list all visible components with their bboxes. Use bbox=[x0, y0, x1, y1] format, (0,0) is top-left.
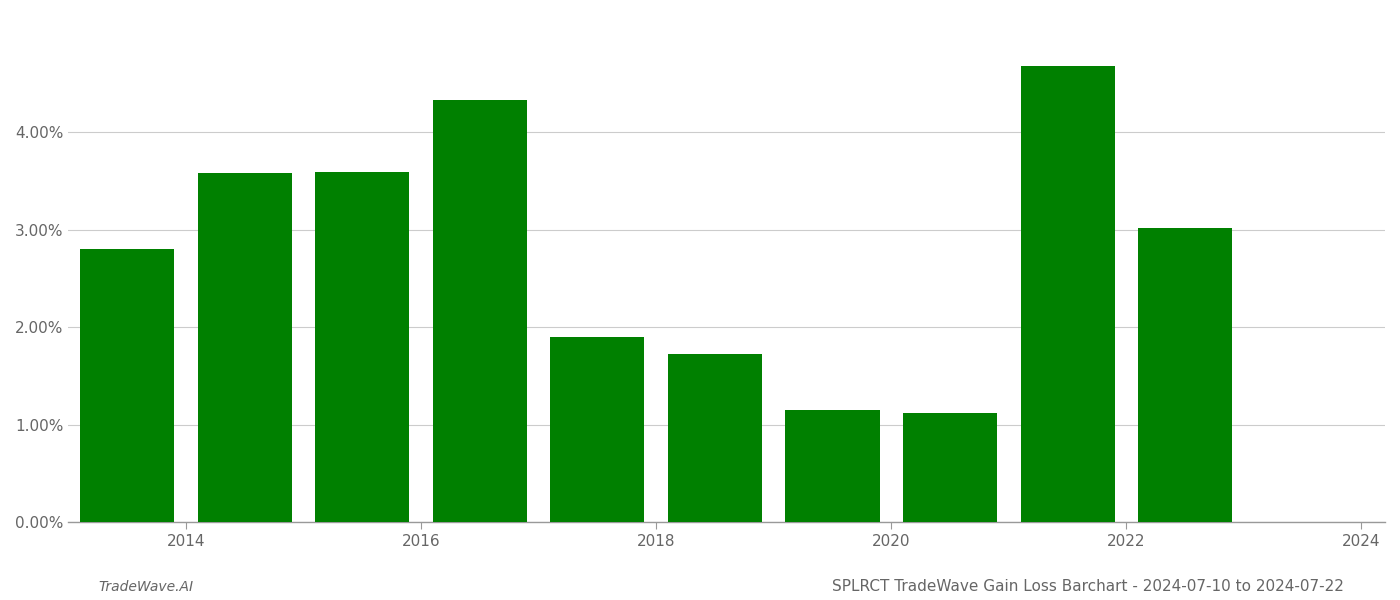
Bar bbox=[315, 172, 409, 522]
Bar bbox=[550, 337, 644, 522]
Bar bbox=[668, 355, 762, 522]
Bar bbox=[433, 100, 526, 522]
Bar bbox=[903, 413, 997, 522]
Text: TradeWave.AI: TradeWave.AI bbox=[98, 580, 193, 594]
Bar bbox=[197, 173, 291, 522]
Bar bbox=[785, 410, 879, 522]
Text: SPLRCT TradeWave Gain Loss Barchart - 2024-07-10 to 2024-07-22: SPLRCT TradeWave Gain Loss Barchart - 20… bbox=[832, 579, 1344, 594]
Bar bbox=[80, 249, 174, 522]
Bar bbox=[1021, 66, 1114, 522]
Bar bbox=[1138, 227, 1232, 522]
